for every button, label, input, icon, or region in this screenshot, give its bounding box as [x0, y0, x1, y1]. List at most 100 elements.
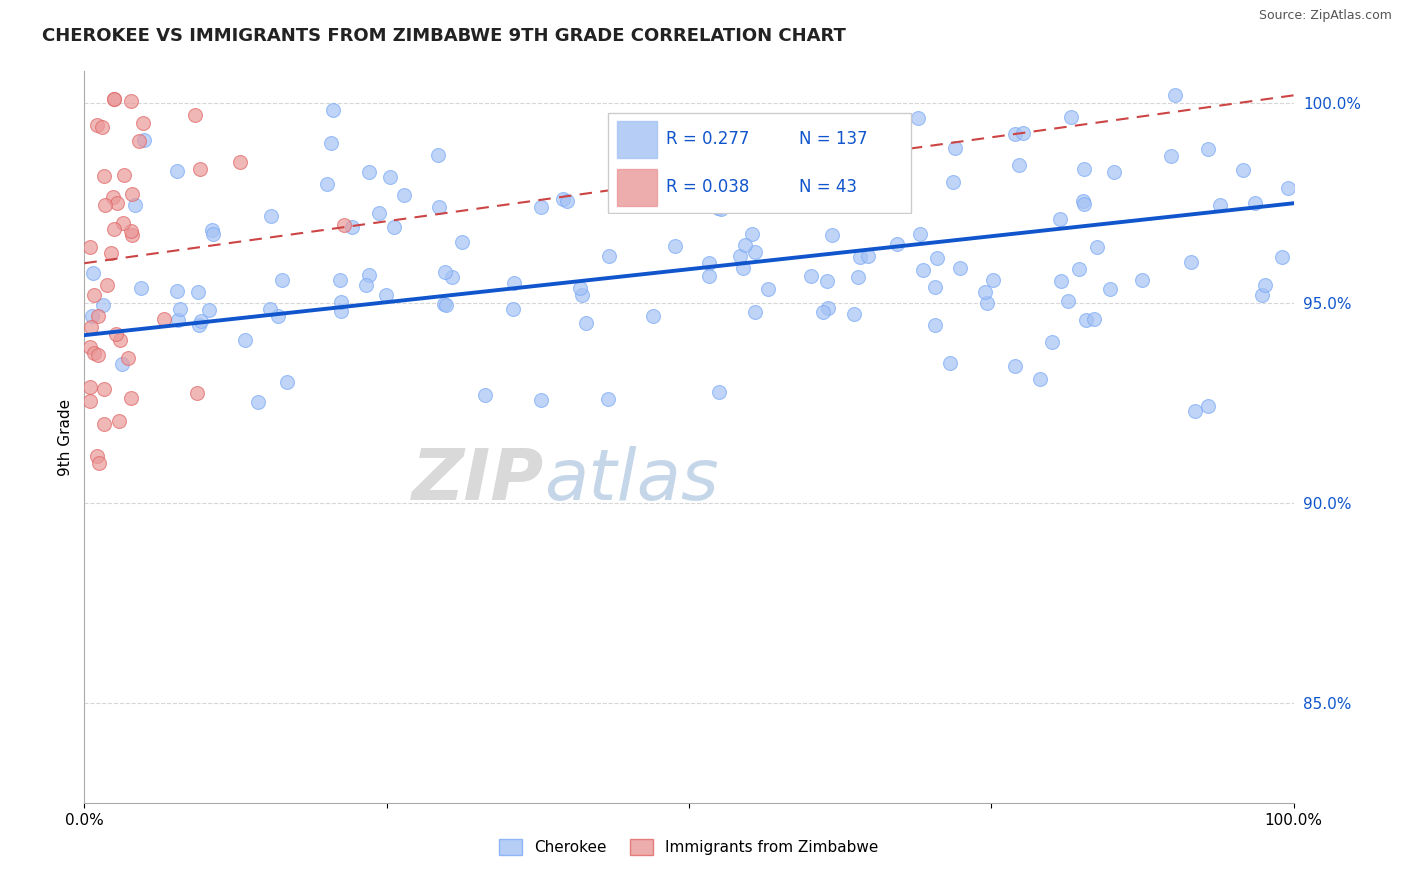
Point: [83, 346, 105, 360]
Point: [1160, 149, 1182, 163]
Point: [1130, 273, 1153, 287]
Point: [451, 235, 474, 249]
Point: [1004, 128, 1026, 142]
Point: [530, 393, 553, 408]
Point: [166, 164, 188, 178]
Point: [167, 313, 190, 327]
Point: [433, 296, 456, 310]
Point: [817, 301, 839, 315]
Point: [86, 118, 108, 132]
Point: [1073, 197, 1095, 211]
Point: [354, 277, 377, 292]
Point: [530, 200, 553, 214]
Point: [744, 304, 766, 318]
Text: ZIP: ZIP: [412, 447, 544, 516]
Point: [124, 198, 146, 212]
Point: [686, 159, 709, 173]
Point: [82, 309, 104, 323]
Point: [815, 274, 838, 288]
Point: [1277, 181, 1299, 195]
Point: [939, 356, 962, 370]
Point: [1180, 254, 1202, 268]
Point: [1209, 198, 1232, 212]
Point: [342, 219, 364, 234]
Point: [1102, 165, 1125, 179]
Bar: [617, 169, 657, 206]
Point: [1164, 88, 1187, 103]
Point: [93, 382, 115, 396]
Bar: [617, 120, 657, 158]
Point: [707, 384, 730, 399]
Point: [949, 261, 972, 276]
Text: CHEROKEE VS IMMIGRANTS FROM ZIMBABWE 9TH GRADE CORRELATION CHART: CHEROKEE VS IMMIGRANTS FROM ZIMBABWE 9TH…: [42, 27, 846, 45]
Point: [190, 314, 212, 328]
Point: [1085, 240, 1108, 254]
Point: [86, 449, 108, 463]
Point: [108, 333, 131, 347]
Point: [378, 170, 401, 185]
Point: [1042, 334, 1064, 349]
Point: [329, 272, 352, 286]
Point: [382, 219, 405, 234]
Point: [87, 309, 110, 323]
Point: [357, 268, 380, 282]
Point: [100, 246, 122, 260]
Point: [434, 264, 457, 278]
Point: [166, 284, 188, 298]
Point: [945, 141, 967, 155]
Point: [90, 120, 112, 134]
Point: [641, 309, 664, 323]
Point: [111, 357, 134, 371]
Point: [908, 227, 931, 242]
Point: [697, 268, 720, 283]
Point: [811, 305, 834, 319]
Point: [664, 238, 686, 252]
Point: [169, 301, 191, 316]
Text: R = 0.038: R = 0.038: [666, 178, 749, 196]
Point: [79, 380, 101, 394]
Point: [1098, 282, 1121, 296]
Legend: Cherokee, Immigrants from Zimbabwe: Cherokee, Immigrants from Zimbabwe: [494, 833, 884, 861]
Point: [731, 260, 754, 275]
Point: [1012, 126, 1035, 140]
Text: N = 137: N = 137: [800, 130, 868, 148]
Point: [598, 249, 620, 263]
Point: [741, 227, 763, 242]
Point: [440, 270, 463, 285]
Point: [103, 222, 125, 236]
Point: [427, 200, 450, 214]
Point: [229, 155, 252, 169]
Point: [79, 319, 101, 334]
Point: [188, 161, 211, 176]
Point: [79, 394, 101, 409]
Point: [112, 169, 135, 183]
Point: [1049, 212, 1071, 227]
Point: [697, 256, 720, 270]
Point: [650, 169, 672, 184]
Point: [186, 385, 208, 400]
Point: [121, 228, 143, 243]
Point: [132, 133, 155, 147]
Point: [188, 318, 211, 333]
Point: [912, 262, 935, 277]
Point: [117, 351, 139, 365]
Point: [873, 164, 896, 178]
Point: [319, 136, 342, 150]
Point: [103, 92, 125, 106]
Point: [79, 240, 101, 254]
Point: [187, 285, 209, 299]
Point: [105, 195, 128, 210]
Point: [710, 202, 733, 217]
Point: [886, 236, 908, 251]
Point: [1060, 110, 1083, 124]
Point: [111, 216, 134, 230]
Point: [120, 95, 142, 109]
Point: [1056, 293, 1078, 308]
Point: [1004, 359, 1026, 374]
Point: [1244, 195, 1267, 210]
Point: [201, 223, 224, 237]
Point: [853, 113, 876, 128]
Point: [87, 348, 110, 362]
Point: [1184, 404, 1206, 418]
Point: [571, 288, 593, 302]
